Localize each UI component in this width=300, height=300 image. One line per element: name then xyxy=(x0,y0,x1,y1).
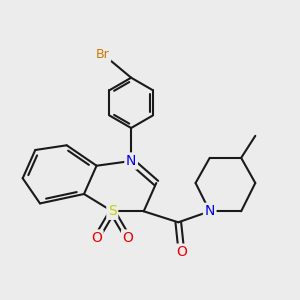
Text: O: O xyxy=(91,231,102,245)
Text: Br: Br xyxy=(96,48,110,61)
Text: N: N xyxy=(205,204,215,218)
Text: O: O xyxy=(123,231,134,245)
Text: N: N xyxy=(126,154,136,168)
Text: S: S xyxy=(108,204,117,218)
Text: O: O xyxy=(176,245,187,259)
